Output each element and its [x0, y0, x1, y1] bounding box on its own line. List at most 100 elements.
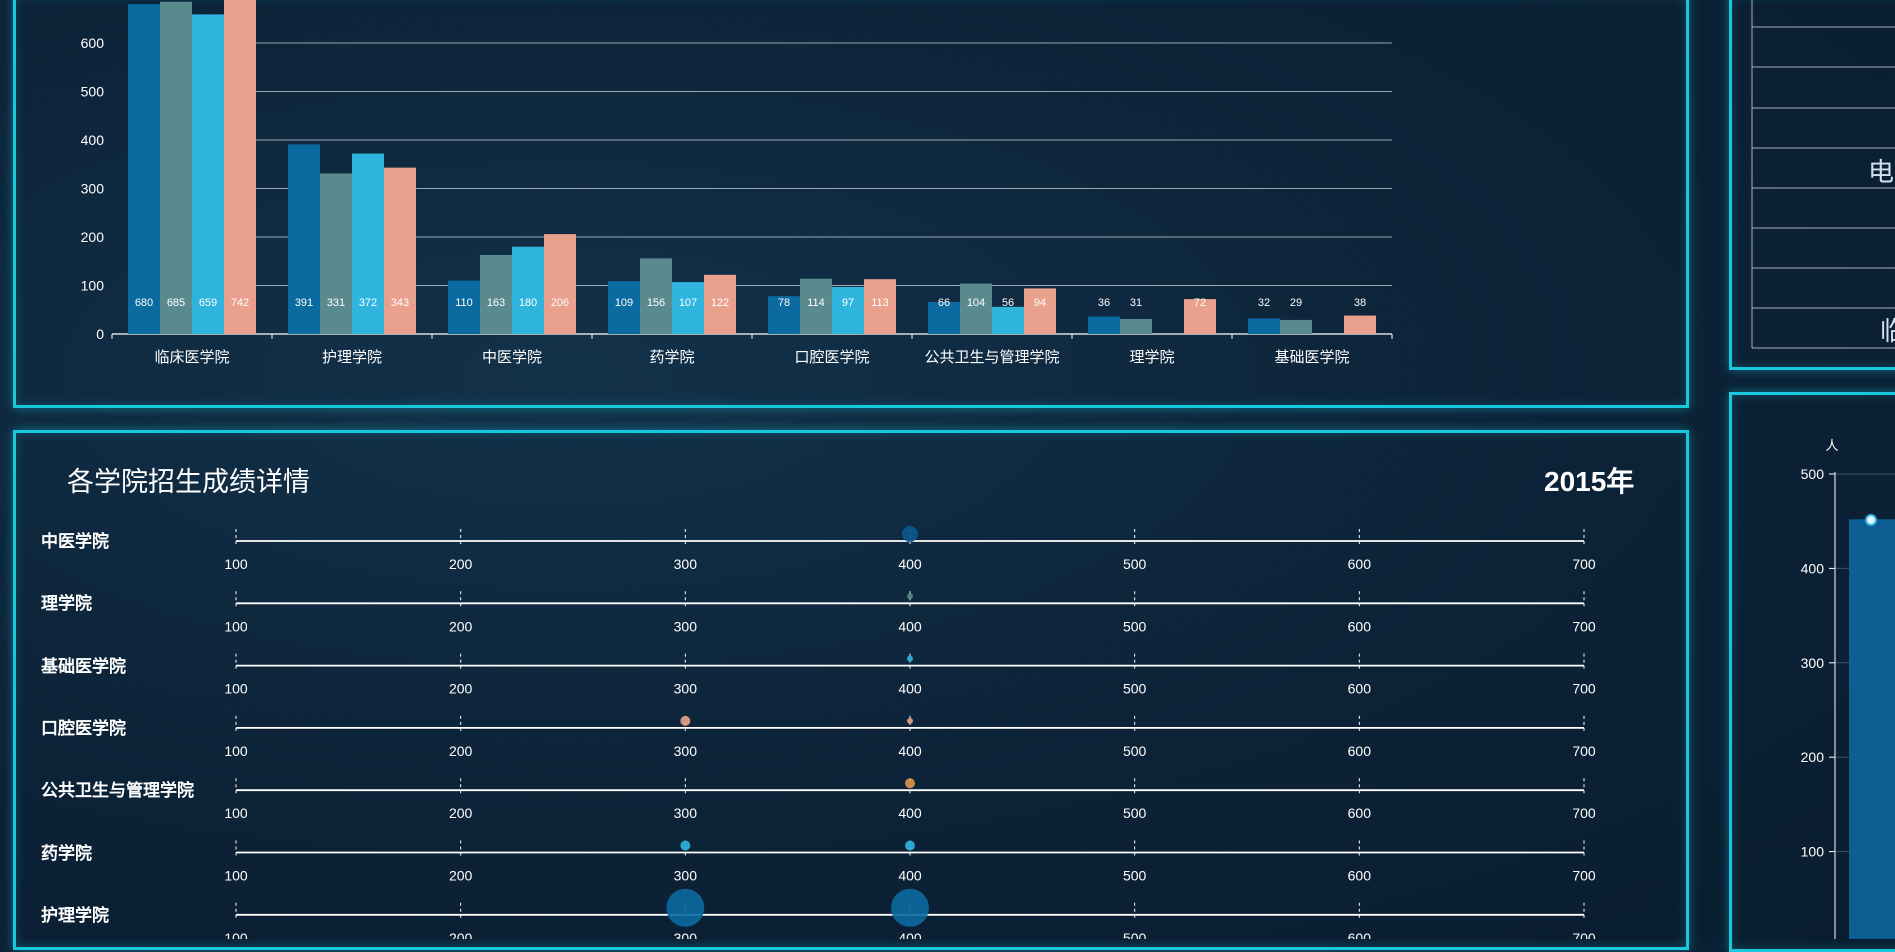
x-category-label: 中医学院	[482, 348, 542, 366]
scatter-tick-label: 100	[224, 681, 248, 697]
bar-value-label: 114	[807, 297, 825, 309]
scatter-tick-label: 500	[1123, 930, 1147, 939]
scatter-tick-label: 600	[1348, 868, 1372, 884]
bar	[1280, 319, 1312, 334]
bar-value-label: 163	[487, 297, 505, 309]
scatter-tick-label: 100	[224, 618, 248, 634]
scatter-tick-label: 200	[449, 618, 473, 634]
scatter-tick-label: 200	[449, 805, 473, 821]
x-category-label: 临床医学院	[154, 348, 229, 366]
scatter-tick-label: 100	[224, 743, 248, 759]
scatter-tick-label: 700	[1572, 556, 1596, 572]
bar	[1120, 318, 1152, 334]
scatter-tick-label: 300	[674, 681, 698, 697]
scatter-tick-label: 200	[449, 930, 473, 939]
scatter-row-label: 护理学院	[41, 905, 109, 925]
bar-value-label: 659	[199, 297, 217, 309]
scatter-tick-label: 400	[898, 930, 922, 939]
scatter-row-label: 基础医学院	[41, 656, 126, 676]
scatter-tick-label: 200	[449, 681, 473, 697]
y-tick-label: 500	[81, 84, 105, 100]
x-category-label: 理学院	[1129, 348, 1174, 366]
scatter-tick-label: 600	[1348, 805, 1372, 821]
scatter-tick-label: 500	[1123, 743, 1147, 759]
right-table-cell: 临	[1880, 316, 1895, 346]
scatter-tick-label: 600	[1348, 743, 1372, 759]
bar	[704, 274, 736, 334]
scatter-tick-label: 400	[898, 743, 922, 759]
x-category-label: 口腔医学院	[794, 348, 869, 366]
right-table-panel	[1729, 0, 1895, 370]
scatter-tick-label: 700	[1572, 868, 1596, 884]
scatter-year: 2015年	[1544, 466, 1635, 497]
scatter-row-label: 公共卫生与管理学院	[41, 781, 194, 801]
scatter-tick-label: 500	[1123, 556, 1147, 572]
scatter-tick-label: 300	[674, 930, 698, 939]
unit-label: 人	[1825, 438, 1838, 453]
bar-value-label: 156	[647, 297, 665, 309]
scatter-row-label: 药学院	[41, 843, 92, 863]
bar-value-label: 72	[1194, 297, 1206, 309]
bar-value-label: 122	[711, 297, 729, 309]
scatter-tick-label: 500	[1123, 618, 1147, 634]
bar	[480, 254, 512, 334]
bar	[928, 301, 960, 334]
bar-value-label: 742	[231, 297, 249, 309]
scatter-tick-label: 600	[1348, 556, 1372, 572]
scatter-tick-label: 400	[898, 868, 922, 884]
bar	[1344, 315, 1376, 334]
scatter-point	[905, 840, 915, 851]
y-tick-label: 600	[81, 35, 105, 51]
bar	[640, 258, 672, 334]
scatter-tick-label: 500	[1123, 681, 1147, 697]
scatter-tick-label: 300	[674, 805, 698, 821]
bar-value-label: 97	[842, 297, 854, 309]
bar-value-label: 391	[295, 297, 313, 309]
bar-value-label: 110	[455, 297, 473, 309]
bar	[128, 4, 160, 334]
bar	[320, 173, 352, 334]
scatter-tick-label: 200	[449, 868, 473, 884]
bar	[352, 153, 384, 334]
bar	[288, 144, 320, 334]
bar	[384, 167, 416, 334]
bar	[672, 282, 704, 334]
bar-value-label: 66	[938, 297, 950, 309]
bar-value-label: 56	[1002, 297, 1014, 309]
scatter-tick-label: 400	[898, 805, 922, 821]
scatter-tick-label: 300	[674, 743, 698, 759]
bar-value-label: 685	[167, 297, 185, 309]
scatter-row-label: 中医学院	[41, 532, 109, 551]
bar-value-label: 206	[551, 297, 569, 309]
x-category-label: 公共卫生与管理学院	[924, 348, 1059, 366]
scatter-tick-label: 700	[1572, 930, 1596, 939]
bar	[160, 1, 192, 335]
x-category-label: 药学院	[649, 348, 694, 366]
scatter-tick-label: 600	[1348, 930, 1372, 939]
bar-value-label: 32	[1258, 297, 1270, 309]
scatter-tick-label: 300	[674, 868, 698, 884]
y-tick-label: 500	[1801, 466, 1825, 482]
scatter-row-label: 理学院	[41, 594, 92, 614]
scatter-point	[907, 593, 913, 600]
scatter-tick-label: 600	[1348, 618, 1372, 634]
bar-value-label: 94	[1034, 297, 1046, 309]
scatter-tick-label: 100	[224, 805, 248, 821]
bar-value-label: 104	[967, 297, 985, 309]
bar	[1024, 288, 1056, 334]
bar-value-label: 113	[871, 297, 889, 309]
y-tick-label: 100	[1801, 844, 1825, 860]
scatter-tick-label: 700	[1572, 743, 1596, 759]
scatter-tick-label: 700	[1572, 681, 1596, 697]
bar-value-label: 38	[1354, 297, 1366, 309]
bar-value-label: 29	[1290, 297, 1302, 309]
scatter-tick-label: 200	[449, 556, 473, 572]
bar-value-label: 107	[679, 297, 697, 309]
right-table-cell: 电	[1868, 157, 1895, 187]
bar	[608, 281, 640, 334]
bar	[800, 278, 832, 334]
scatter-tick-label: 300	[674, 556, 698, 572]
scatter-tick-label: 400	[898, 681, 922, 697]
scatter-point	[905, 778, 915, 789]
bar	[832, 286, 864, 334]
